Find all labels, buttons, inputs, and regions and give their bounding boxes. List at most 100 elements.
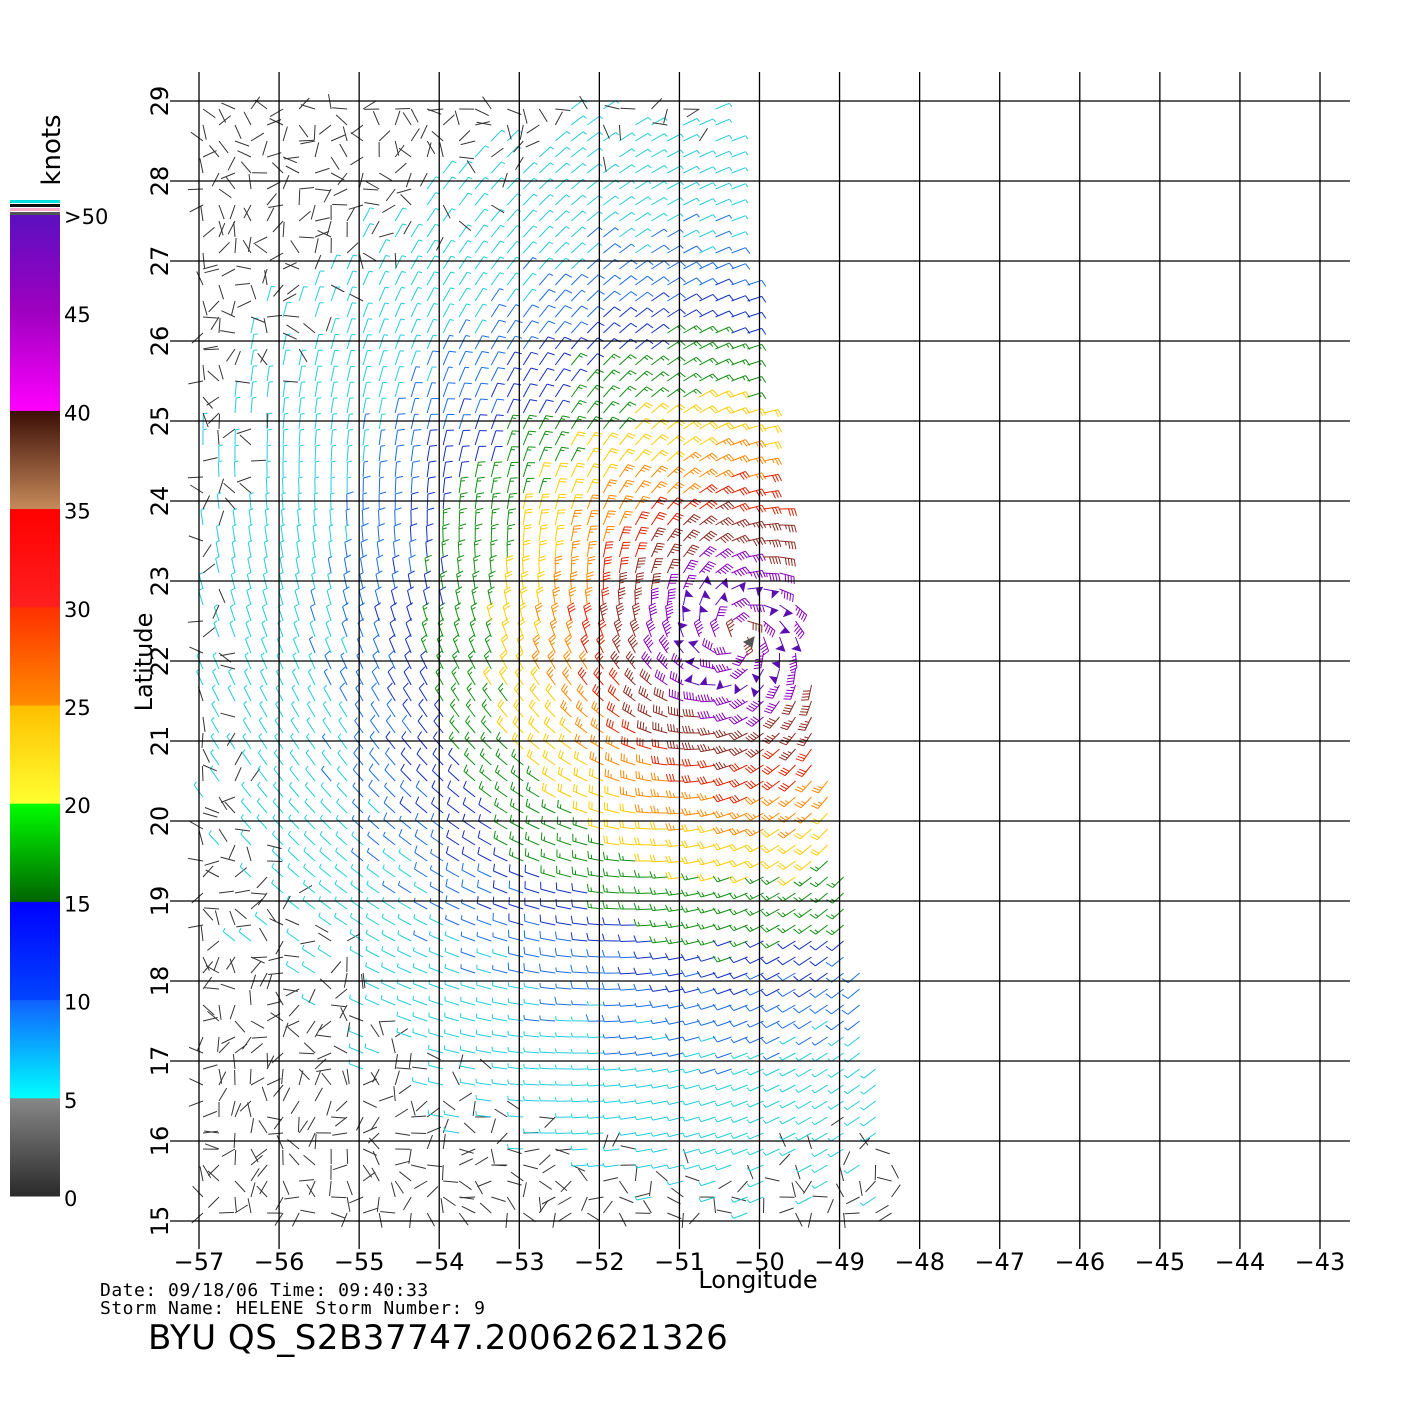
- wind-barb: [618, 902, 635, 909]
- wind-barb: [732, 408, 750, 415]
- wind-barb: [716, 183, 732, 189]
- wind-barb: [427, 461, 436, 477]
- wind-barb: [308, 669, 315, 685]
- wind-barb: [603, 354, 620, 365]
- wind-barb: [812, 1181, 828, 1188]
- wind-barb: [243, 750, 252, 765]
- wind-barb: [491, 257, 504, 269]
- wind-barb: [219, 141, 228, 153]
- wind-barb: [189, 647, 203, 653]
- wind-barb: [713, 827, 731, 834]
- wind-barb: [683, 1069, 699, 1073]
- wind-barb: [283, 1181, 289, 1195]
- wind-barb: [555, 112, 562, 125]
- wind-barb: [461, 1030, 476, 1038]
- x-axis-label: Longitude: [698, 1266, 817, 1294]
- wind-barb: [208, 1165, 219, 1176]
- wind-barb: [666, 856, 684, 863]
- wind-barb: [571, 369, 587, 381]
- wind-barb: [761, 861, 779, 869]
- wind-barb: [540, 1048, 556, 1053]
- lat-tick-label: 28: [146, 166, 174, 197]
- wind-barb: [634, 952, 652, 959]
- wind-barb: [453, 651, 460, 669]
- wind-barb: [401, 764, 411, 781]
- wind-barb: [526, 832, 540, 845]
- wind-barb: [477, 981, 492, 989]
- wind-barb: [478, 863, 492, 877]
- wind-barb: [259, 717, 267, 733]
- wind-barb: [447, 797, 459, 813]
- wind-barb: [226, 177, 235, 189]
- wind-barb: [796, 1181, 805, 1193]
- wind-barb: [683, 166, 699, 173]
- wind-barb: [587, 385, 603, 397]
- wind-barb: [555, 541, 563, 558]
- wind-barb: [587, 306, 604, 317]
- wind-barb: [585, 587, 592, 605]
- wind-barb: [634, 984, 652, 991]
- wind-barb: [268, 205, 283, 208]
- wind-barb: [684, 691, 700, 701]
- wind-barb: [299, 1053, 314, 1054]
- wind-barb: [635, 133, 651, 141]
- wind-barb: [699, 1101, 716, 1106]
- wind-barb: [713, 972, 731, 978]
- wind-barb: [391, 587, 397, 605]
- wind-barb: [699, 167, 715, 173]
- wind-barb: [571, 322, 588, 333]
- wind-barb: [716, 167, 732, 173]
- wind-barb: [637, 754, 652, 765]
- lon-tick-label: −54: [414, 1248, 465, 1276]
- wind-barb: [826, 957, 844, 966]
- wind-barb: [796, 1053, 812, 1061]
- wind-barb: [780, 605, 793, 616]
- wind-barb: [780, 717, 795, 730]
- wind-barb: [603, 157, 606, 172]
- wind-barb: [635, 1166, 637, 1181]
- wind-barb: [539, 479, 551, 493]
- wind-barb: [619, 433, 635, 445]
- wind-barb: [241, 814, 251, 829]
- wind-barb: [284, 316, 299, 318]
- wind-barb: [445, 964, 459, 973]
- wind-barb: [635, 387, 652, 397]
- wind-barb: [222, 1149, 235, 1156]
- wind-barb: [251, 366, 257, 381]
- wind-barb: [476, 1111, 491, 1117]
- wind-barb: [697, 939, 715, 945]
- wind-barb: [473, 571, 480, 589]
- wind-barb: [336, 831, 347, 845]
- wind-barb: [764, 573, 781, 581]
- wind-barb: [683, 405, 701, 413]
- wind-barb: [289, 1005, 299, 1016]
- wind-barb: [619, 1181, 627, 1193]
- wind-barb: [443, 256, 455, 269]
- wind-barb: [748, 571, 766, 579]
- wind-barb: [299, 1121, 308, 1133]
- wind-barb: [395, 398, 406, 413]
- wind-barb: [587, 148, 602, 157]
- wind-barb: [459, 336, 470, 350]
- wind-barb: [398, 930, 411, 941]
- wind-barb: [464, 748, 475, 765]
- wind-barb: [844, 1037, 859, 1046]
- wind-barb: [649, 603, 657, 621]
- wind-barb: [555, 447, 568, 461]
- wind-barb: [235, 752, 242, 765]
- wind-barb: [745, 813, 763, 820]
- wind-barb: [491, 225, 504, 237]
- wind-barb: [619, 1083, 635, 1087]
- wind-barb: [219, 285, 224, 299]
- wind-barb: [602, 966, 619, 973]
- wind-barb: [682, 841, 700, 848]
- wind-barb: [683, 119, 699, 126]
- lon-tick-label: −52: [574, 1248, 625, 1276]
- wind-barb: [286, 961, 299, 973]
- wind-barb: [507, 431, 519, 445]
- wind-barb: [634, 870, 651, 877]
- wind-barb: [555, 321, 571, 333]
- wind-barb: [352, 815, 363, 829]
- wind-barb: [218, 461, 222, 477]
- wind-barb: [291, 717, 299, 733]
